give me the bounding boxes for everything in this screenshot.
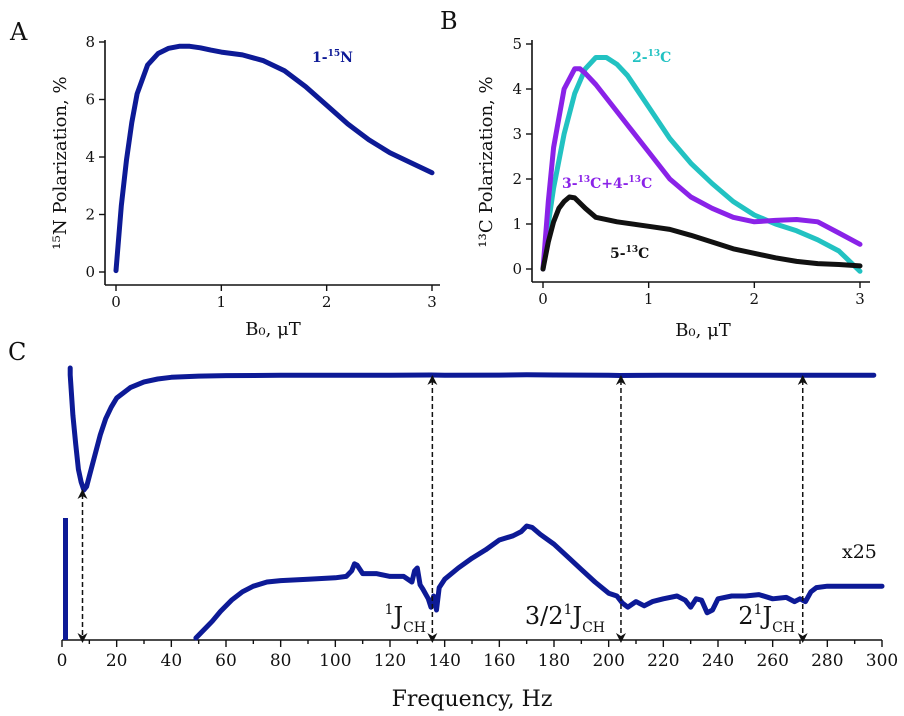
panel-a-y-tick-label-2: 2 [85, 206, 95, 224]
panel-b-y-tick-label-5: 5 [512, 35, 522, 53]
panel-c-x-tick-label-20: 20 [106, 651, 128, 671]
panel-b-x-tick-label-1: 1 [644, 290, 654, 308]
panel-c-x-tick-label-80: 80 [270, 651, 292, 671]
panel-b-series-2-c [540, 55, 863, 274]
panel-c-x-tick-label-200: 200 [592, 651, 624, 671]
panel-a-y-tick-label-4: 4 [85, 148, 95, 166]
panel-c-series-lower [193, 523, 885, 641]
panel-b-y-tick-label-0: 0 [512, 260, 522, 278]
panel-c-x-tick-label-40: 40 [161, 651, 183, 671]
panel-b-chart: 0 1 2 3 0 1 2 3 4 5 B₀, μT ¹³C Polarization, % 2-… [476, 35, 870, 341]
marker-label-2-1jch: 21JCH [738, 602, 795, 636]
panel-b-series-5-c [540, 194, 863, 272]
scale-factor-label: x25 [842, 541, 877, 563]
panel-a-x-tick-label-2: 2 [322, 293, 332, 311]
panel-c-x-tick-label-100: 100 [319, 651, 351, 671]
panel-a-y-tick-label-6: 6 [85, 91, 95, 109]
panel-a-y-tick-label-0: 0 [85, 263, 95, 281]
panel-b-x-tick-label-2: 2 [750, 290, 760, 308]
series-label-2-13c: 2-13C [632, 49, 671, 66]
panel-c-x-tick-label-180: 180 [538, 651, 570, 671]
marker-label-1jch: 1JCH [385, 602, 426, 636]
panel-c-x-tick-label-140: 140 [428, 651, 460, 671]
panel-a-x-tick-label-0: 0 [111, 293, 121, 311]
marker-label-3-2-1jch: 3/21JCH [525, 602, 605, 636]
panel-b-x-axis-label: B₀, μT [675, 320, 731, 341]
panel-label-a: A [9, 18, 28, 46]
panel-b-y-tick-label-1: 1 [512, 215, 522, 233]
panel-label-c: C [8, 338, 26, 366]
panel-c-x-tick-label-60: 60 [215, 651, 237, 671]
panel-label-b: B [440, 7, 458, 35]
series-label-5-13c: 5-13C [610, 245, 649, 262]
panel-b-y-axis-label: ¹³C Polarization, % [476, 76, 497, 247]
panel-b-y-tick-label-3: 3 [512, 125, 522, 143]
panel-c-x-tick-label-240: 240 [702, 651, 734, 671]
panel-b-series-3-c-4-c [540, 66, 863, 272]
panel-c-x-tick-label-220: 220 [647, 651, 679, 671]
series-label-3-13c-4-13c: 3-13C+4-13C [562, 175, 652, 192]
panel-c-intensity-bar [63, 518, 68, 640]
panel-c-x-tick-label-300: 300 [866, 651, 898, 671]
panel-b-y-tick-label-2: 2 [512, 170, 522, 188]
panel-a-x-axis-label: B₀, μT [245, 319, 301, 340]
panel-c-x-tick-label-260: 260 [756, 651, 788, 671]
panel-a-chart: 0 1 2 3 0 2 4 6 8 B₀, μT ¹⁵N Polarization, % 1-1… [50, 33, 440, 340]
panel-c-chart: 0 20 40 60 80 100 120 140 160 180 200 220 240 260 280 3… [57, 365, 898, 712]
panel-b-y-tick-label-4: 4 [512, 80, 522, 98]
panel-a-y-tick-label-8: 8 [85, 33, 95, 51]
panel-a-series-1-n [113, 43, 435, 274]
panel-c-x-axis-label: Frequency, Hz [392, 687, 553, 712]
panel-c-x-tick-label-120: 120 [374, 651, 406, 671]
panel-b-x-tick-label-3: 3 [855, 290, 865, 308]
series-label-1-15n: 1-15N [312, 49, 353, 66]
panel-a-x-tick-label-1: 1 [217, 293, 227, 311]
panel-b-x-tick-label-0: 0 [538, 290, 548, 308]
panel-c-x-tick-label-160: 160 [483, 651, 515, 671]
panel-c-x-tick-label-0: 0 [57, 651, 68, 671]
panel-c-series-upper [67, 365, 877, 493]
panel-c-x-tick-label-280: 280 [811, 651, 843, 671]
panel-a-x-tick-label-3: 3 [427, 293, 437, 311]
panel-a-y-axis-label: ¹⁵N Polarization, % [50, 76, 71, 249]
